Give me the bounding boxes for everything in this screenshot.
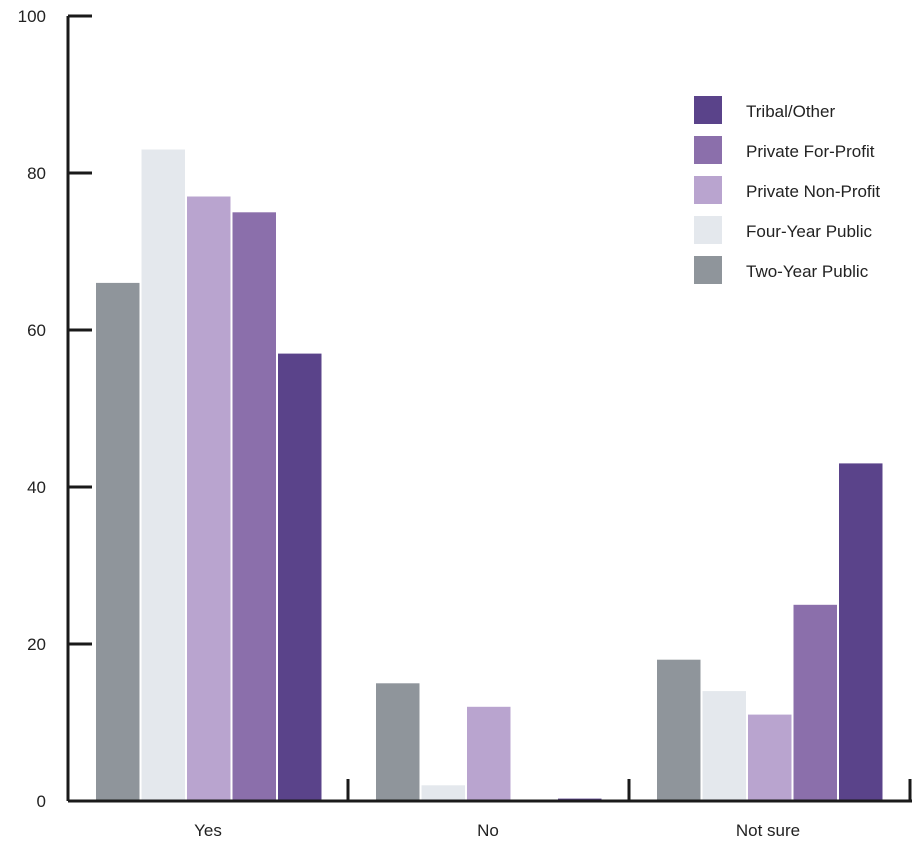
bar-yes-two-year-public [96,282,140,801]
y-tick-label-40: 40 [27,478,46,497]
bar-no-private-non-profit [467,706,511,801]
bar-yes-private-for-profit [232,212,276,802]
bar-not-sure-two-year-public [657,659,701,801]
legend-label-private-non-profit: Private Non-Profit [746,182,880,201]
bar-yes-private-non-profit [187,196,231,801]
x-category-label-yes: Yes [194,821,222,840]
y-tick-label-20: 20 [27,635,46,654]
legend-label-four-year-public: Four-Year Public [746,222,872,241]
y-tick-label-60: 60 [27,321,46,340]
legend-label-tribal-other: Tribal/Other [746,102,835,121]
legend-swatch-two-year-public [694,256,722,284]
y-tick-label-80: 80 [27,164,46,183]
bar-yes-four-year-public [141,149,185,801]
bar-yes-tribal-other [278,353,322,801]
bar-not-sure-four-year-public [702,691,746,801]
legend-swatch-four-year-public [694,216,722,244]
bar-not-sure-private-for-profit [793,604,837,802]
bar-not-sure-private-non-profit [748,714,792,801]
x-category-label-no: No [477,821,499,840]
y-tick-label-100: 100 [18,7,46,26]
x-category-label-not-sure: Not sure [736,821,800,840]
legend-label-two-year-public: Two-Year Public [746,262,869,281]
legend-swatch-private-for-profit [694,136,722,164]
bars-layer [96,149,883,802]
legend-swatch-private-non-profit [694,176,722,204]
axes-layer: 0 20 40 60 80 100 Yes No Not sure [18,7,912,840]
bar-no-four-year-public [421,785,465,801]
legend-swatch-tribal-other [694,96,722,124]
bar-not-sure-tribal-other [839,463,883,801]
bar-no-two-year-public [376,683,420,802]
y-tick-label-0: 0 [37,792,46,811]
legend-label-private-for-profit: Private For-Profit [746,142,875,161]
legend: Tribal/Other Private For-Profit Private No… [694,96,880,284]
